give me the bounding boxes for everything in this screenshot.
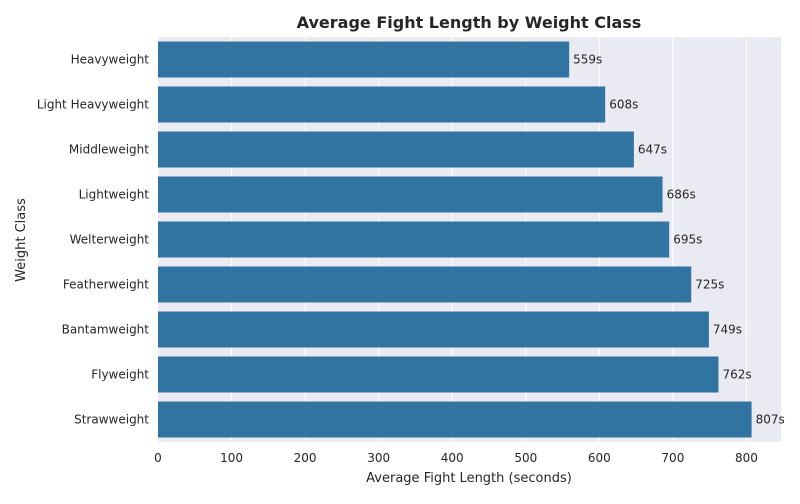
- x-tick-label: 200: [294, 451, 317, 465]
- bar-strawweight: [158, 401, 752, 438]
- bar-flyweight: [158, 356, 719, 393]
- x-axis-label: Average Fight Length (seconds): [366, 471, 572, 486]
- x-tick-label: 0: [154, 451, 162, 465]
- bar-featherweight: [158, 266, 692, 303]
- y-tick-label: Light Heavyweight: [37, 98, 149, 112]
- bars: [158, 41, 752, 438]
- y-tick-labels: Heavyweight Light Heavyweight Middleweight…: [37, 53, 149, 427]
- bar-welterweight: [158, 221, 670, 258]
- data-label: 647s: [638, 143, 667, 157]
- data-label: 725s: [695, 278, 724, 292]
- bar-heavyweight: [158, 41, 570, 78]
- bar-light-heavyweight: [158, 86, 606, 123]
- data-label: 695s: [673, 233, 702, 247]
- y-tick-label: Heavyweight: [71, 53, 150, 67]
- y-tick-label: Lightweight: [79, 188, 150, 202]
- y-tick-label: Welterweight: [70, 233, 150, 247]
- x-tick-labels: 0 100 200 300 400 500 600 700 800: [154, 451, 758, 465]
- x-tick-label: 700: [661, 451, 684, 465]
- chart-title: Average Fight Length by Weight Class: [297, 13, 642, 32]
- data-label: 749s: [713, 323, 742, 337]
- data-labels: 559s 608s 647s 686s 695s 725s 749s 762s 807s: [573, 53, 785, 427]
- data-label: 686s: [667, 188, 696, 202]
- y-tick-label: Flyweight: [91, 368, 149, 382]
- x-tick-label: 500: [514, 451, 537, 465]
- x-tick-label: 100: [220, 451, 243, 465]
- data-label: 807s: [756, 413, 785, 427]
- x-tick-label: 800: [735, 451, 758, 465]
- data-label: 559s: [573, 53, 602, 67]
- x-tick-label: 600: [588, 451, 611, 465]
- bar-middleweight: [158, 131, 634, 168]
- bar-bantamweight: [158, 311, 709, 348]
- x-tick-label: 400: [441, 451, 464, 465]
- y-tick-label: Bantamweight: [62, 323, 150, 337]
- y-tick-label: Middleweight: [69, 143, 149, 157]
- bar-lightweight: [158, 176, 663, 213]
- data-label: 762s: [722, 368, 751, 382]
- y-tick-label: Featherweight: [63, 278, 149, 292]
- y-axis-label: Weight Class: [14, 198, 29, 282]
- y-tick-label: Strawweight: [74, 413, 149, 427]
- data-label: 608s: [609, 98, 638, 112]
- x-tick-label: 300: [367, 451, 390, 465]
